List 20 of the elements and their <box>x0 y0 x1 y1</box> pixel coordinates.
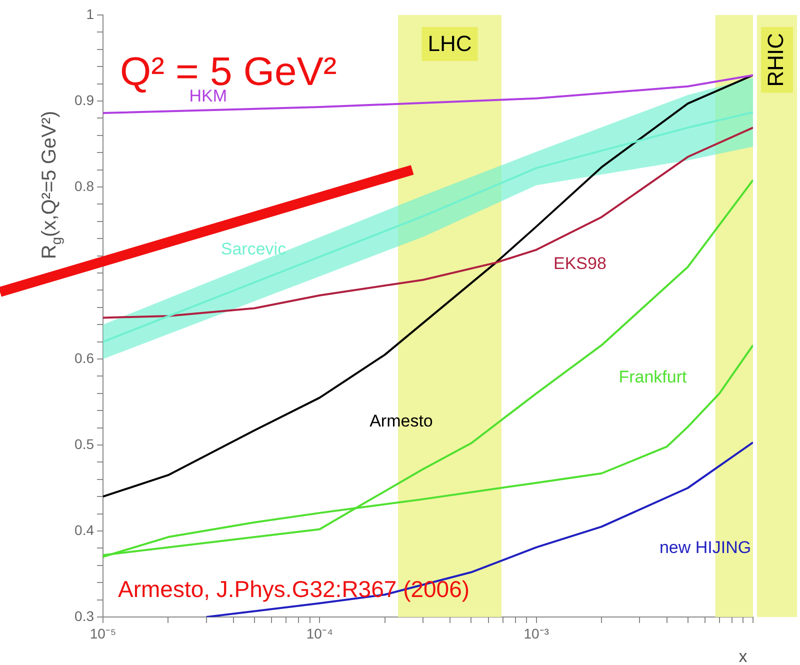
band-label: LHC <box>428 31 472 56</box>
y-tick-label: 0.3 <box>74 608 94 624</box>
band-label: RHIC <box>763 32 788 87</box>
y-tick-label: 0.5 <box>74 436 94 452</box>
y-tick-label: 0.9 <box>74 92 94 108</box>
y-tick-label: 0.6 <box>74 350 94 366</box>
x-tick-label: 10⁻³ <box>524 625 550 642</box>
series-label: EKS98 <box>553 254 606 274</box>
x-axis-title: x <box>738 647 748 665</box>
text: Armesto <box>370 411 433 430</box>
annotation: Armesto, J.Phys.G32:R367 (2006) <box>118 576 470 602</box>
x-tick-label: 10⁻⁵ <box>90 625 116 642</box>
y-tick-label: 0.8 <box>74 178 94 194</box>
y-axis-title: Rg(x,Q²=5 GeV²) <box>38 110 64 260</box>
series-label: new HIJING <box>659 538 752 557</box>
x-tick-label: 10⁻⁴ <box>306 625 333 642</box>
y-tick-label: 1 <box>86 6 94 22</box>
y-tick-label: 0.4 <box>74 522 94 538</box>
series-label: Sarcevic <box>220 239 287 258</box>
series-label: Frankfurt <box>618 368 688 387</box>
